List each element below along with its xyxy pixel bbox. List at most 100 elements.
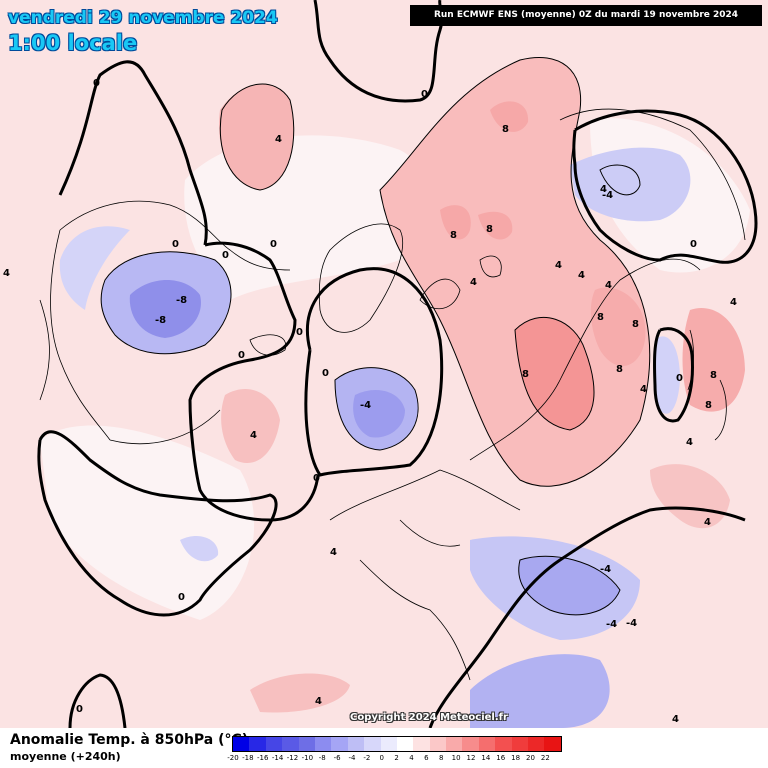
model-run-banner: Run ECMWF ENS (moyenne) 0Z du mardi 19 n…: [410, 5, 762, 26]
colorbar-tick-label: -14: [271, 754, 284, 762]
zero-contour-japan: [653, 327, 694, 423]
colorbar-tick-label: 10: [451, 754, 461, 762]
forecast-date-title: vendredi 29 novembre 2024: [8, 8, 278, 28]
contour-label: 0: [178, 592, 185, 603]
contour-plus4-greenland-sea: [219, 83, 295, 191]
coastline-asia: [469, 108, 746, 461]
contour-label: -4: [602, 190, 613, 201]
colorbar-tick-label: -4: [348, 754, 356, 762]
colorbar-swatch: [233, 737, 250, 751]
temperature-anomaly-map: 0 0 0 0 0 0 0 0 0 0 0 0 0 4 4 4 4 4 4 4 …: [0, 0, 768, 728]
colorbar-swatch: [380, 737, 397, 751]
four-degree-contours: [100, 56, 651, 616]
zero-contour-arctic-center: [304, 267, 444, 477]
colorbar-swatch: [298, 737, 315, 751]
contour-label: -8: [155, 315, 166, 326]
colorbar-swatch: [314, 737, 332, 751]
colorbar-tick-label: -20: [227, 754, 239, 762]
contour-label: -4: [606, 619, 617, 630]
warm-area-north-atlantic: [221, 389, 280, 464]
variable-subtitle: moyenne (+240h): [10, 750, 121, 763]
zero-contour-east-asia: [572, 109, 758, 264]
contour-label: 0: [676, 373, 683, 384]
coastline-arctic-islands: [249, 255, 502, 356]
cold-area-north-america-outer: [59, 226, 130, 310]
contour-label: 4: [330, 547, 337, 558]
contour-labels: 0 0 0 0 0 0 0 0 0 0 0 0 0 4 4 4 4 4 4 4 …: [3, 78, 737, 725]
colorbar-swatch: [478, 737, 496, 751]
variable-title: Anomalie Temp. à 850hPa (°C): [10, 732, 249, 748]
colorbar-swatch: [528, 737, 545, 751]
colorbar-swatch: [495, 737, 512, 751]
cold-area-scandinavia-core: [353, 390, 405, 438]
contour-label: 4: [600, 184, 607, 195]
colorbar-swatch: [429, 737, 447, 751]
colorbar-tick-label: -6: [333, 754, 341, 762]
colorbar-swatch: [265, 737, 283, 751]
contour-label: 8: [502, 124, 509, 135]
contour-label: 0: [421, 89, 428, 100]
contour-label: 8: [486, 224, 493, 235]
warm-area-northeast-asia: [590, 287, 745, 412]
forecast-time-title: 1:00 locale: [8, 31, 138, 55]
contour-label: -4: [360, 400, 371, 411]
zero-contour-atlantic: [37, 430, 278, 617]
contour-label: 4: [555, 260, 562, 271]
colorbar-tick-label: 2: [394, 754, 399, 762]
cold-area-east-siberia: [570, 147, 691, 222]
colorbar-tick-label: 22: [540, 754, 550, 762]
contour-label: 8: [705, 400, 712, 411]
colorbar-tick-label: -2: [363, 754, 371, 762]
colorbar-tick-label: 4: [409, 754, 414, 762]
colorbar-tick-label: 20: [526, 754, 535, 762]
contour-label: 4: [470, 277, 477, 288]
colorbar-tick-label: -16: [257, 754, 269, 762]
cold-area-east-asia: [653, 336, 680, 414]
contour-label: 0: [322, 368, 329, 379]
colorbar-swatch: [347, 737, 365, 751]
contour-minus4-europe: [518, 555, 621, 616]
colorbar-swatch: [544, 737, 561, 751]
colorbar-tick-label: 14: [481, 754, 491, 762]
contour-label: 4: [3, 268, 10, 279]
colorbar-swatch: [331, 737, 348, 751]
contour-label: 0: [172, 239, 179, 250]
colorbar-tick-label: 8: [439, 754, 444, 762]
contour-label: 0: [270, 239, 277, 250]
contour-label: 4: [730, 297, 737, 308]
colorbar-tick-label: -12: [286, 754, 299, 762]
zero-contour-europe: [428, 506, 746, 728]
coastline-europe: [329, 469, 521, 681]
contour-label: 4: [640, 384, 647, 395]
contour-label: 4: [605, 280, 612, 291]
cold-area-atlantic: [180, 535, 219, 562]
contour-label: 0: [222, 250, 229, 261]
zero-contours: [37, 0, 758, 728]
contour-label: 4: [315, 696, 322, 707]
contour-plus4-siberia: [379, 56, 651, 487]
colorbar-tick-label: 12: [466, 754, 476, 762]
colorbar-tick-label: -10: [301, 754, 314, 762]
contour-label: 4: [704, 517, 711, 528]
contour-label: 8: [632, 319, 639, 330]
colorbar-swatch: [511, 737, 529, 751]
contour-label: -4: [626, 618, 637, 629]
warm-area-siberia-core: [515, 317, 595, 430]
colorbar-tick-label: -18: [242, 754, 254, 762]
cold-area-mediterranean: [470, 654, 610, 728]
coastline-north-america: [39, 200, 291, 445]
contour-label: 8: [450, 230, 457, 241]
contour-label: -8: [176, 295, 187, 306]
colorbar-swatch: [396, 737, 414, 751]
colorbar: [232, 736, 562, 752]
contour-label: 8: [522, 369, 529, 380]
cold-anomaly-areas: [59, 147, 691, 728]
contour-plus8-siberia: [514, 316, 595, 431]
colorbar-tick-label: 16: [496, 754, 506, 762]
colorbar-tick-label: 18: [511, 754, 521, 762]
warm-area-southwest: [250, 673, 350, 713]
colorbar-swatch: [282, 737, 299, 751]
contour-label: 4: [672, 714, 679, 725]
contour-label: 8: [710, 370, 717, 381]
